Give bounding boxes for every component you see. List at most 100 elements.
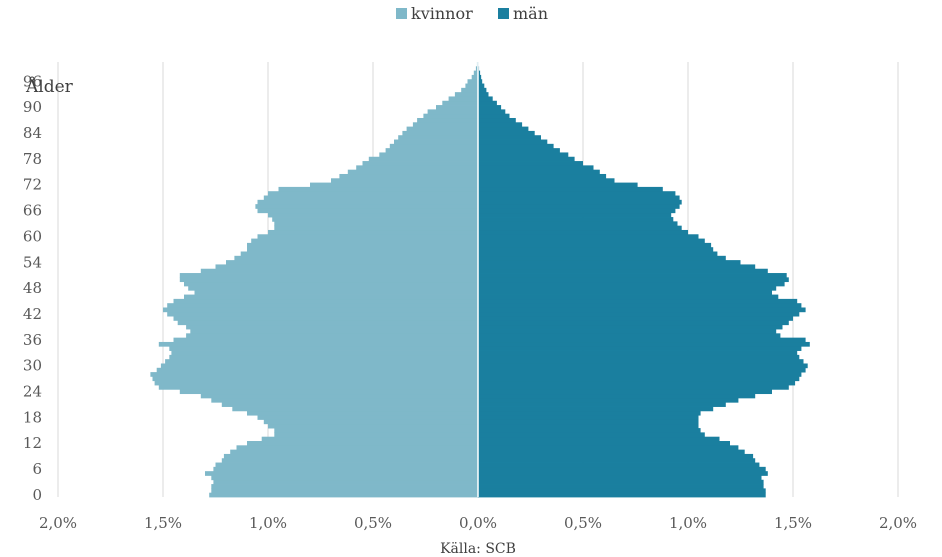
bar-man-age-10	[478, 449, 745, 455]
bar-kvinnor-age-70	[268, 191, 478, 196]
bar-man-age-1	[478, 488, 766, 494]
bar-kvinnor-age-6	[213, 466, 478, 472]
bar-man-age-48	[478, 285, 777, 291]
bar-kvinnor-age-39	[186, 324, 478, 330]
x-tick-label-1: 1,5%	[144, 514, 182, 532]
x-tick-label-4: 0,0%	[459, 514, 497, 532]
bar-kvinnor-age-50	[179, 277, 479, 283]
bar-man-age-60	[478, 234, 699, 239]
bar-man-age-21	[478, 402, 726, 407]
bar-kvinnor-age-73	[331, 178, 478, 183]
bar-man-age-19	[478, 410, 701, 416]
bar-kvinnor-age-40	[177, 320, 478, 326]
bar-kvinnor-age-0	[209, 492, 478, 498]
bar-man-age-29	[478, 367, 806, 373]
bar-kvinnor-age-71	[278, 186, 478, 192]
x-tick-label-7: 1,5%	[774, 514, 812, 532]
bar-man-age-67	[478, 204, 680, 209]
bar-man-age-3	[478, 479, 764, 485]
bar-man-age-36	[478, 337, 806, 343]
bar-man-age-18	[478, 415, 699, 420]
bar-kvinnor-age-32	[169, 354, 479, 360]
bar-man-age-65	[478, 212, 672, 218]
bar-man-age-7	[478, 462, 760, 468]
bar-man-age-51	[478, 273, 787, 278]
bar-kvinnor-age-9	[223, 453, 478, 459]
bar-kvinnor-age-54	[226, 260, 478, 265]
bar-kvinnor-age-97	[471, 74, 478, 80]
bar-man-age-17	[478, 419, 699, 425]
bar-kvinnor-age-63	[274, 221, 478, 227]
y-axis-title: Ålder	[25, 76, 74, 97]
bar-man-age-93	[478, 92, 489, 97]
bar-man-age-96	[478, 79, 483, 84]
bar-kvinnor-age-84	[402, 130, 478, 136]
bar-man-age-61	[478, 229, 688, 235]
bar-man-age-83	[478, 135, 541, 140]
bar-man-age-95	[478, 83, 485, 89]
bar-kvinnor-age-19	[247, 410, 478, 416]
bar-kvinnor-age-76	[356, 165, 478, 171]
bar-man-age-97	[478, 74, 482, 80]
bar-man-age-22	[478, 397, 739, 403]
bar-kvinnor-age-21	[221, 402, 479, 407]
bar-man-age-12	[478, 441, 730, 446]
bar-kvinnor-age-20	[232, 406, 478, 412]
bar-man-age-79	[478, 152, 569, 158]
bar-kvinnor-age-82	[394, 139, 478, 145]
y-tick-label-60: 60	[23, 227, 42, 245]
bar-man-age-82	[478, 139, 548, 145]
x-tick-label-5: 0,5%	[564, 514, 602, 532]
bar-man-age-40	[478, 320, 789, 326]
bar-man-age-16	[478, 423, 699, 429]
bar-man-age-55	[478, 255, 726, 261]
bar-kvinnor-age-3	[213, 479, 478, 485]
bar-kvinnor-age-7	[215, 462, 478, 468]
y-tick-label-78: 78	[23, 150, 42, 168]
bar-man-age-14	[478, 432, 705, 438]
bar-man-age-44	[478, 303, 802, 308]
bar-kvinnor-age-14	[274, 432, 478, 438]
bar-man-age-45	[478, 298, 798, 304]
bar-man-age-72	[478, 182, 638, 188]
bar-kvinnor-age-27	[152, 376, 478, 382]
bar-kvinnor-age-35	[158, 341, 479, 347]
bar-kvinnor-age-36	[173, 337, 478, 343]
bar-man-age-23	[478, 393, 756, 399]
legend-swatch-kvinnor	[396, 8, 407, 19]
bar-man-age-41	[478, 316, 793, 321]
bar-kvinnor-age-74	[339, 173, 478, 179]
bar-man-age-86	[478, 122, 523, 128]
bar-kvinnor-age-68	[257, 199, 478, 205]
bar-man-age-74	[478, 173, 607, 179]
bar-man-age-31	[478, 359, 804, 364]
bar-man-age-32	[478, 354, 800, 360]
bar-kvinnor-age-33	[171, 350, 478, 356]
bar-man-age-92	[478, 96, 493, 102]
source-note: Källa: SCB	[440, 541, 516, 557]
bar-kvinnor-age-67	[255, 204, 478, 209]
x-tick-label-0: 2,0%	[39, 514, 77, 532]
bar-kvinnor-age-87	[417, 117, 478, 123]
y-tick-label-30: 30	[23, 357, 42, 375]
bar-man-age-64	[478, 217, 674, 222]
bar-man-age-85	[478, 126, 529, 132]
bar-man-age-30	[478, 363, 808, 369]
bar-kvinnor-age-89	[427, 109, 478, 115]
bar-kvinnor-age-10	[230, 449, 478, 455]
bar-kvinnor-age-5	[205, 471, 478, 476]
bar-man-age-35	[478, 341, 810, 347]
legend-label-man: män	[513, 4, 548, 23]
bar-kvinnor-age-52	[200, 268, 479, 274]
bar-man-age-54	[478, 260, 741, 265]
bar-man-age-59	[478, 238, 705, 244]
bar-man-age-56	[478, 251, 718, 257]
bar-kvinnor-age-99	[475, 66, 478, 72]
bar-kvinnor-age-95	[465, 83, 478, 89]
bar-man-age-89	[478, 109, 506, 115]
bar-kvinnor-age-41	[173, 316, 478, 321]
y-tick-label-66: 66	[23, 202, 42, 220]
y-tick-label-18: 18	[23, 408, 42, 426]
bar-kvinnor-age-69	[263, 195, 478, 201]
bar-man-age-38	[478, 329, 777, 334]
